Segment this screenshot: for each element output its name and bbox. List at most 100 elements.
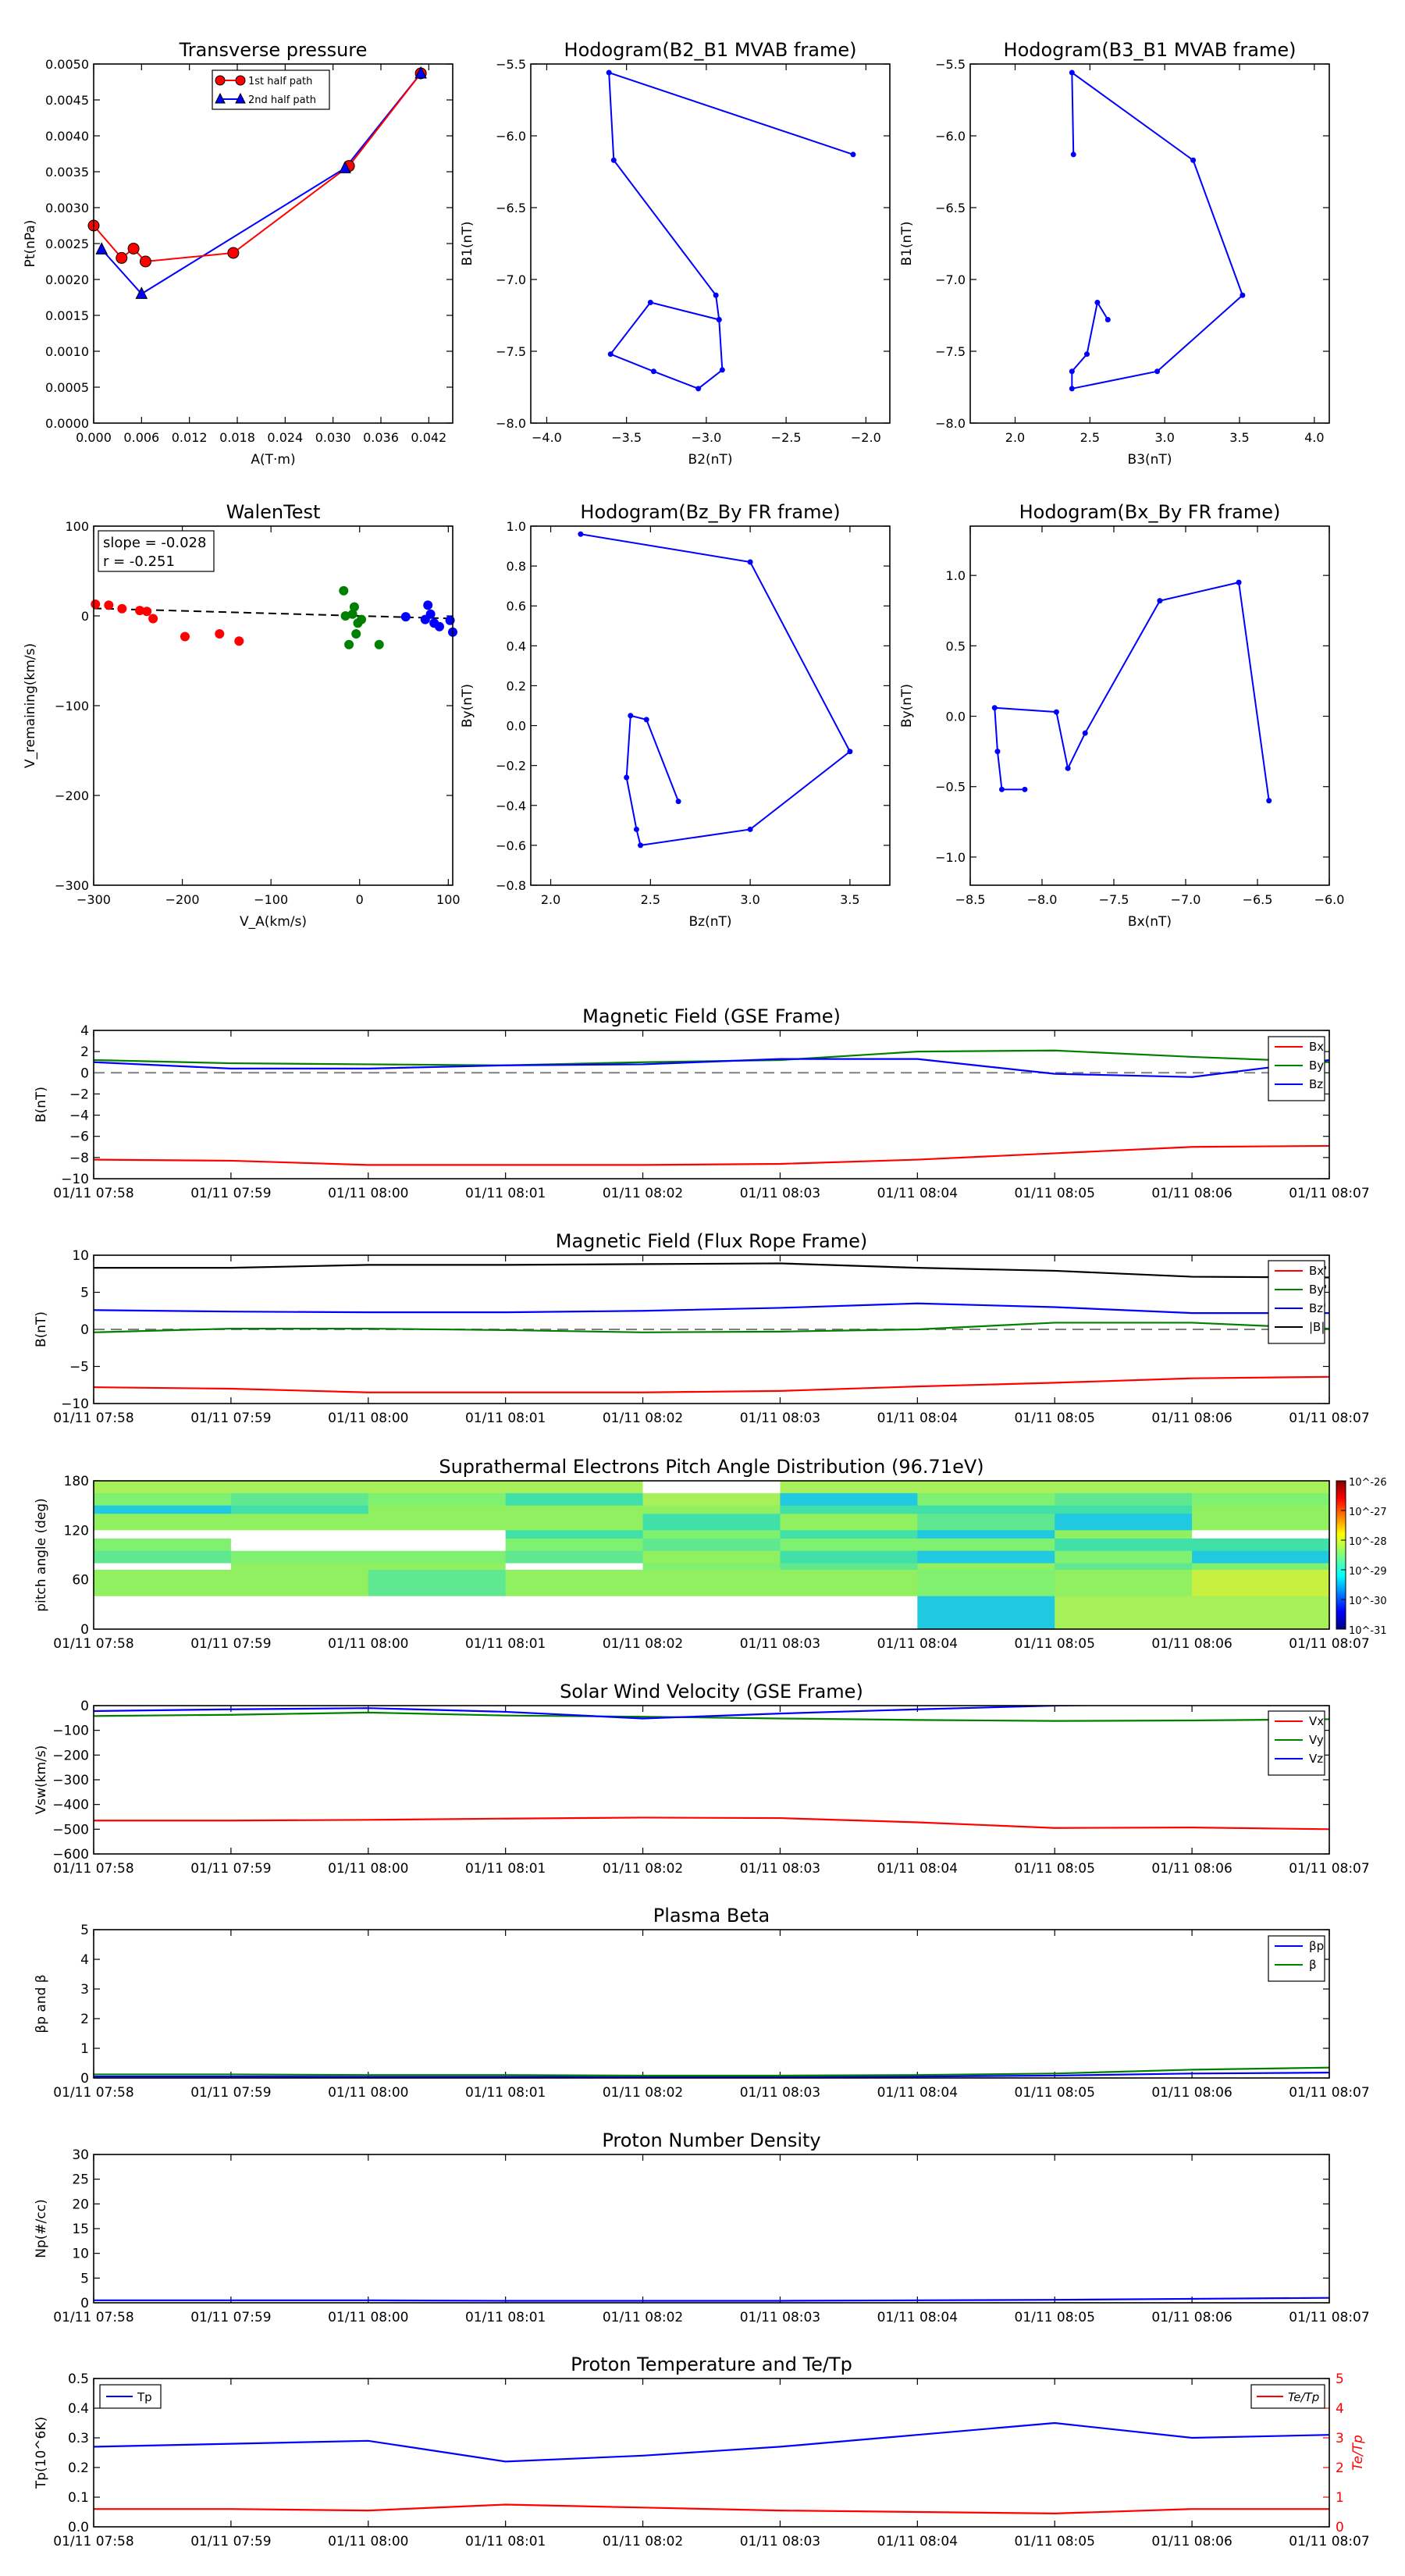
y-tick-label: 3 (80, 1982, 89, 1998)
time-tick-label: 01/11 08:01 (465, 2310, 546, 2325)
y-axis-label: By(nT) (899, 684, 915, 728)
y-tick-label: 0.4 (507, 639, 526, 653)
heatmap-cell (917, 1481, 1055, 1494)
h1-panel: Hodogram(B2_B1 MVAB frame) −4.0 −3.5 −3.0 −2… (460, 39, 890, 468)
heatmap-cell (917, 1550, 1055, 1564)
plot-frame (969, 63, 1330, 424)
x-axis-label: Bz(nT) (688, 914, 731, 930)
data-point (1022, 786, 1028, 792)
legend-left: Tp (99, 2384, 162, 2409)
heatmap-cell (505, 1493, 644, 1507)
legend-label: Vx (1309, 1714, 1324, 1728)
series-line-Bz (93, 1058, 1330, 1078)
heatmap-cell (94, 1550, 232, 1564)
data-point (994, 749, 1001, 755)
y-tick-label: −7.5 (496, 344, 526, 359)
x-tick-label: −4.0 (532, 430, 562, 445)
chart-title: Hodogram(B3_B1 MVAB frame) (1004, 39, 1297, 61)
y-tick-label: −5.5 (496, 57, 526, 72)
time-tick-label: 01/11 08:01 (465, 1186, 546, 1201)
heatmap-cell (368, 1514, 507, 1531)
legend-box (1268, 1935, 1325, 1982)
data-point (1070, 151, 1076, 158)
heatmap-cell (780, 1514, 918, 1531)
data-point (633, 826, 639, 832)
colorbar-tick-label: 10^-26 (1349, 1477, 1387, 1489)
vsw-panel: Solar Wind Velocity (GSE Frame) −600 −500 −… (34, 1681, 1370, 1877)
y-tick-label: −6.0 (496, 129, 526, 144)
y-tick-label: −5.5 (935, 57, 966, 72)
time-tick-label: 01/11 07:59 (190, 1186, 271, 1201)
series-line (93, 1322, 1330, 1333)
data-point (638, 842, 644, 849)
chart-title: Hodogram(Bz_By FR frame) (580, 501, 840, 523)
time-tick-label: 01/11 07:59 (190, 1861, 271, 1877)
y-axis-label: pitch angle (deg) (34, 1498, 49, 1612)
point-2nd-half (95, 242, 108, 254)
time-tick-label: 01/11 08:07 (1289, 2085, 1369, 2101)
time-tick-label: 01/11 08:06 (1151, 2085, 1232, 2101)
time-tick-label: 01/11 08:07 (1289, 2310, 1369, 2325)
heatmap-cell (1192, 1493, 1330, 1507)
time-tick-label: 01/11 08:05 (1015, 1636, 1095, 1652)
legend: Bx' By' Bz' |B| (1268, 1260, 1327, 1344)
data-point (998, 786, 1005, 792)
x-tick-label: 0.042 (411, 430, 446, 445)
time-tick-label: 01/11 08:00 (328, 2534, 408, 2549)
y-tick-label: 0.3 (68, 2431, 89, 2446)
y-tick-label: −6.5 (935, 201, 966, 215)
y-tick-label: 25 (72, 2172, 89, 2188)
x-tick-label: 2.0 (1005, 430, 1025, 445)
y-tick-label: −100 (55, 699, 89, 713)
y-axis-label: B1(nT) (899, 222, 915, 266)
time-tick-label: 01/11 07:59 (190, 2310, 271, 2325)
legend: 1st half path 2nd half path (212, 69, 330, 110)
heatmap-cell (1192, 1570, 1330, 1597)
data-point-green (351, 629, 361, 639)
x-tick-label: −2.0 (851, 430, 881, 445)
series-line (94, 1262, 1330, 1279)
chart-title: Solar Wind Velocity (GSE Frame) (560, 1681, 863, 1703)
heatmap-cell (1055, 1481, 1193, 1494)
y-axis-label: B(nT) (34, 1311, 49, 1347)
data-point-blue (434, 621, 444, 632)
x-tick-label: 2.0 (541, 892, 560, 907)
tp-panel: Proton Temperature and Te/Tp 0.0 0.1 0.2 0.3… (34, 2354, 1370, 2549)
heatmap-cell (1055, 1514, 1193, 1531)
series-line-Vy (94, 1711, 1329, 1722)
y-tick-label: −1.0 (935, 850, 966, 865)
data-point (747, 826, 753, 832)
chart-title: Hodogram(Bx_By FR frame) (1019, 501, 1281, 523)
heatmap-cell (780, 1538, 918, 1552)
legend-label: By' (1309, 1283, 1327, 1297)
y2-tick-label: 4 (1336, 2401, 1344, 2417)
y-tick-label: 0 (80, 1622, 89, 1638)
y-tick-label: −5 (69, 1360, 89, 1375)
heatmap-cell (368, 1493, 507, 1507)
y2-tick-label: 5 (1336, 2371, 1344, 2387)
time-tick-label: 01/11 08:01 (465, 1411, 546, 1426)
x-tick-label: −7.5 (1099, 892, 1129, 907)
legend-label: βp (1309, 1939, 1324, 1953)
h4-panel: Hodogram(Bx_By FR frame) −8.5 −8.0 −7.5 −7.0… (899, 501, 1344, 930)
time-tick-label: 01/11 08:07 (1289, 1186, 1369, 1201)
colorbar: 10^-26 10^-27 10^-28 10^-29 10^-30 10^-31 (1336, 1477, 1387, 1637)
y-tick-label: 0.0 (946, 710, 966, 724)
heatmap-cell (780, 1481, 918, 1494)
legend-label: By (1309, 1059, 1324, 1073)
y-tick-label: −10 (61, 1172, 89, 1187)
point-1st-half (116, 251, 128, 264)
y-tick-label: 0.0045 (45, 93, 89, 108)
time-tick-label: 01/11 08:04 (877, 2085, 958, 2101)
pad-panel: Suprathermal Electrons Pitch Angle Distr… (34, 1456, 1387, 1652)
y-tick-label: 0 (80, 1066, 89, 1081)
heatmap-cell (368, 1563, 507, 1571)
heatmap-cell (368, 1538, 507, 1552)
heatmap-cell (368, 1530, 507, 1539)
heatmap-cell (94, 1481, 232, 1494)
y-tick-label: −7.0 (935, 272, 966, 287)
point-1st-half (139, 255, 151, 268)
series-line (93, 1375, 1330, 1393)
heatmap-cell (642, 1570, 781, 1597)
chart-title: Hodogram(B2_B1 MVAB frame) (564, 39, 857, 61)
